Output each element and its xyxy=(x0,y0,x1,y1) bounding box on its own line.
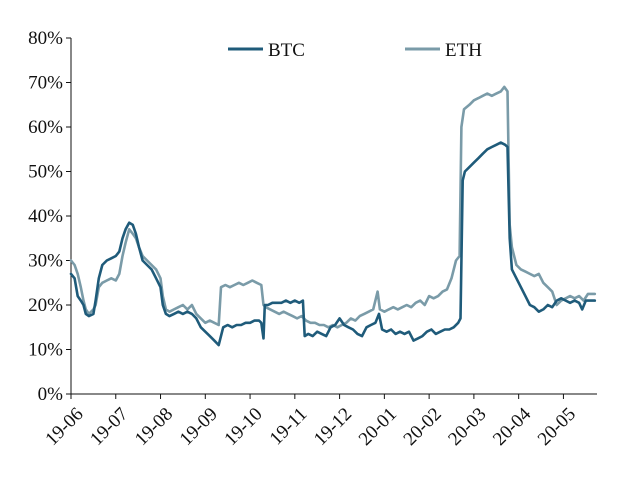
x-tick-label: 19-06 xyxy=(41,404,87,450)
x-tick-label: 20-01 xyxy=(355,404,401,450)
y-tick-label: 10% xyxy=(28,340,63,361)
y-tick-label: 70% xyxy=(28,73,63,94)
x-tick-label: 20-02 xyxy=(400,404,446,450)
y-axis-ticks: 0% 10% 20% 30% 40% 50% 60% 70% 80% xyxy=(28,28,71,405)
legend-item-btc: BTC xyxy=(228,40,305,61)
legend-label-eth: ETH xyxy=(445,40,482,61)
x-tick-label: 19-08 xyxy=(131,404,177,450)
x-tick-label: 20-03 xyxy=(444,404,490,450)
x-tick-label: 19-07 xyxy=(86,404,132,450)
series-line-btc xyxy=(69,141,597,347)
x-tick-label: 19-11 xyxy=(266,404,312,450)
y-tick-label: 80% xyxy=(28,28,63,49)
x-tick-label: 19-12 xyxy=(310,404,356,450)
x-tick-label: 19-09 xyxy=(176,404,222,450)
y-tick-label: 60% xyxy=(28,117,63,138)
series-layer xyxy=(69,85,597,347)
y-tick-label: 20% xyxy=(28,295,63,316)
y-tick-label: 30% xyxy=(28,251,63,272)
legend-label-btc: BTC xyxy=(268,40,305,61)
x-tick-label: 20-05 xyxy=(534,404,580,450)
series-line-eth xyxy=(69,85,597,329)
x-tick-label: 20-04 xyxy=(489,403,536,450)
y-tick-label: 50% xyxy=(28,162,63,183)
legend: BTC ETH xyxy=(228,40,482,61)
legend-item-eth: ETH xyxy=(405,40,482,61)
y-tick-label: 0% xyxy=(38,384,64,405)
y-tick-label: 40% xyxy=(28,206,63,227)
x-tick-label: 19-10 xyxy=(220,404,266,450)
